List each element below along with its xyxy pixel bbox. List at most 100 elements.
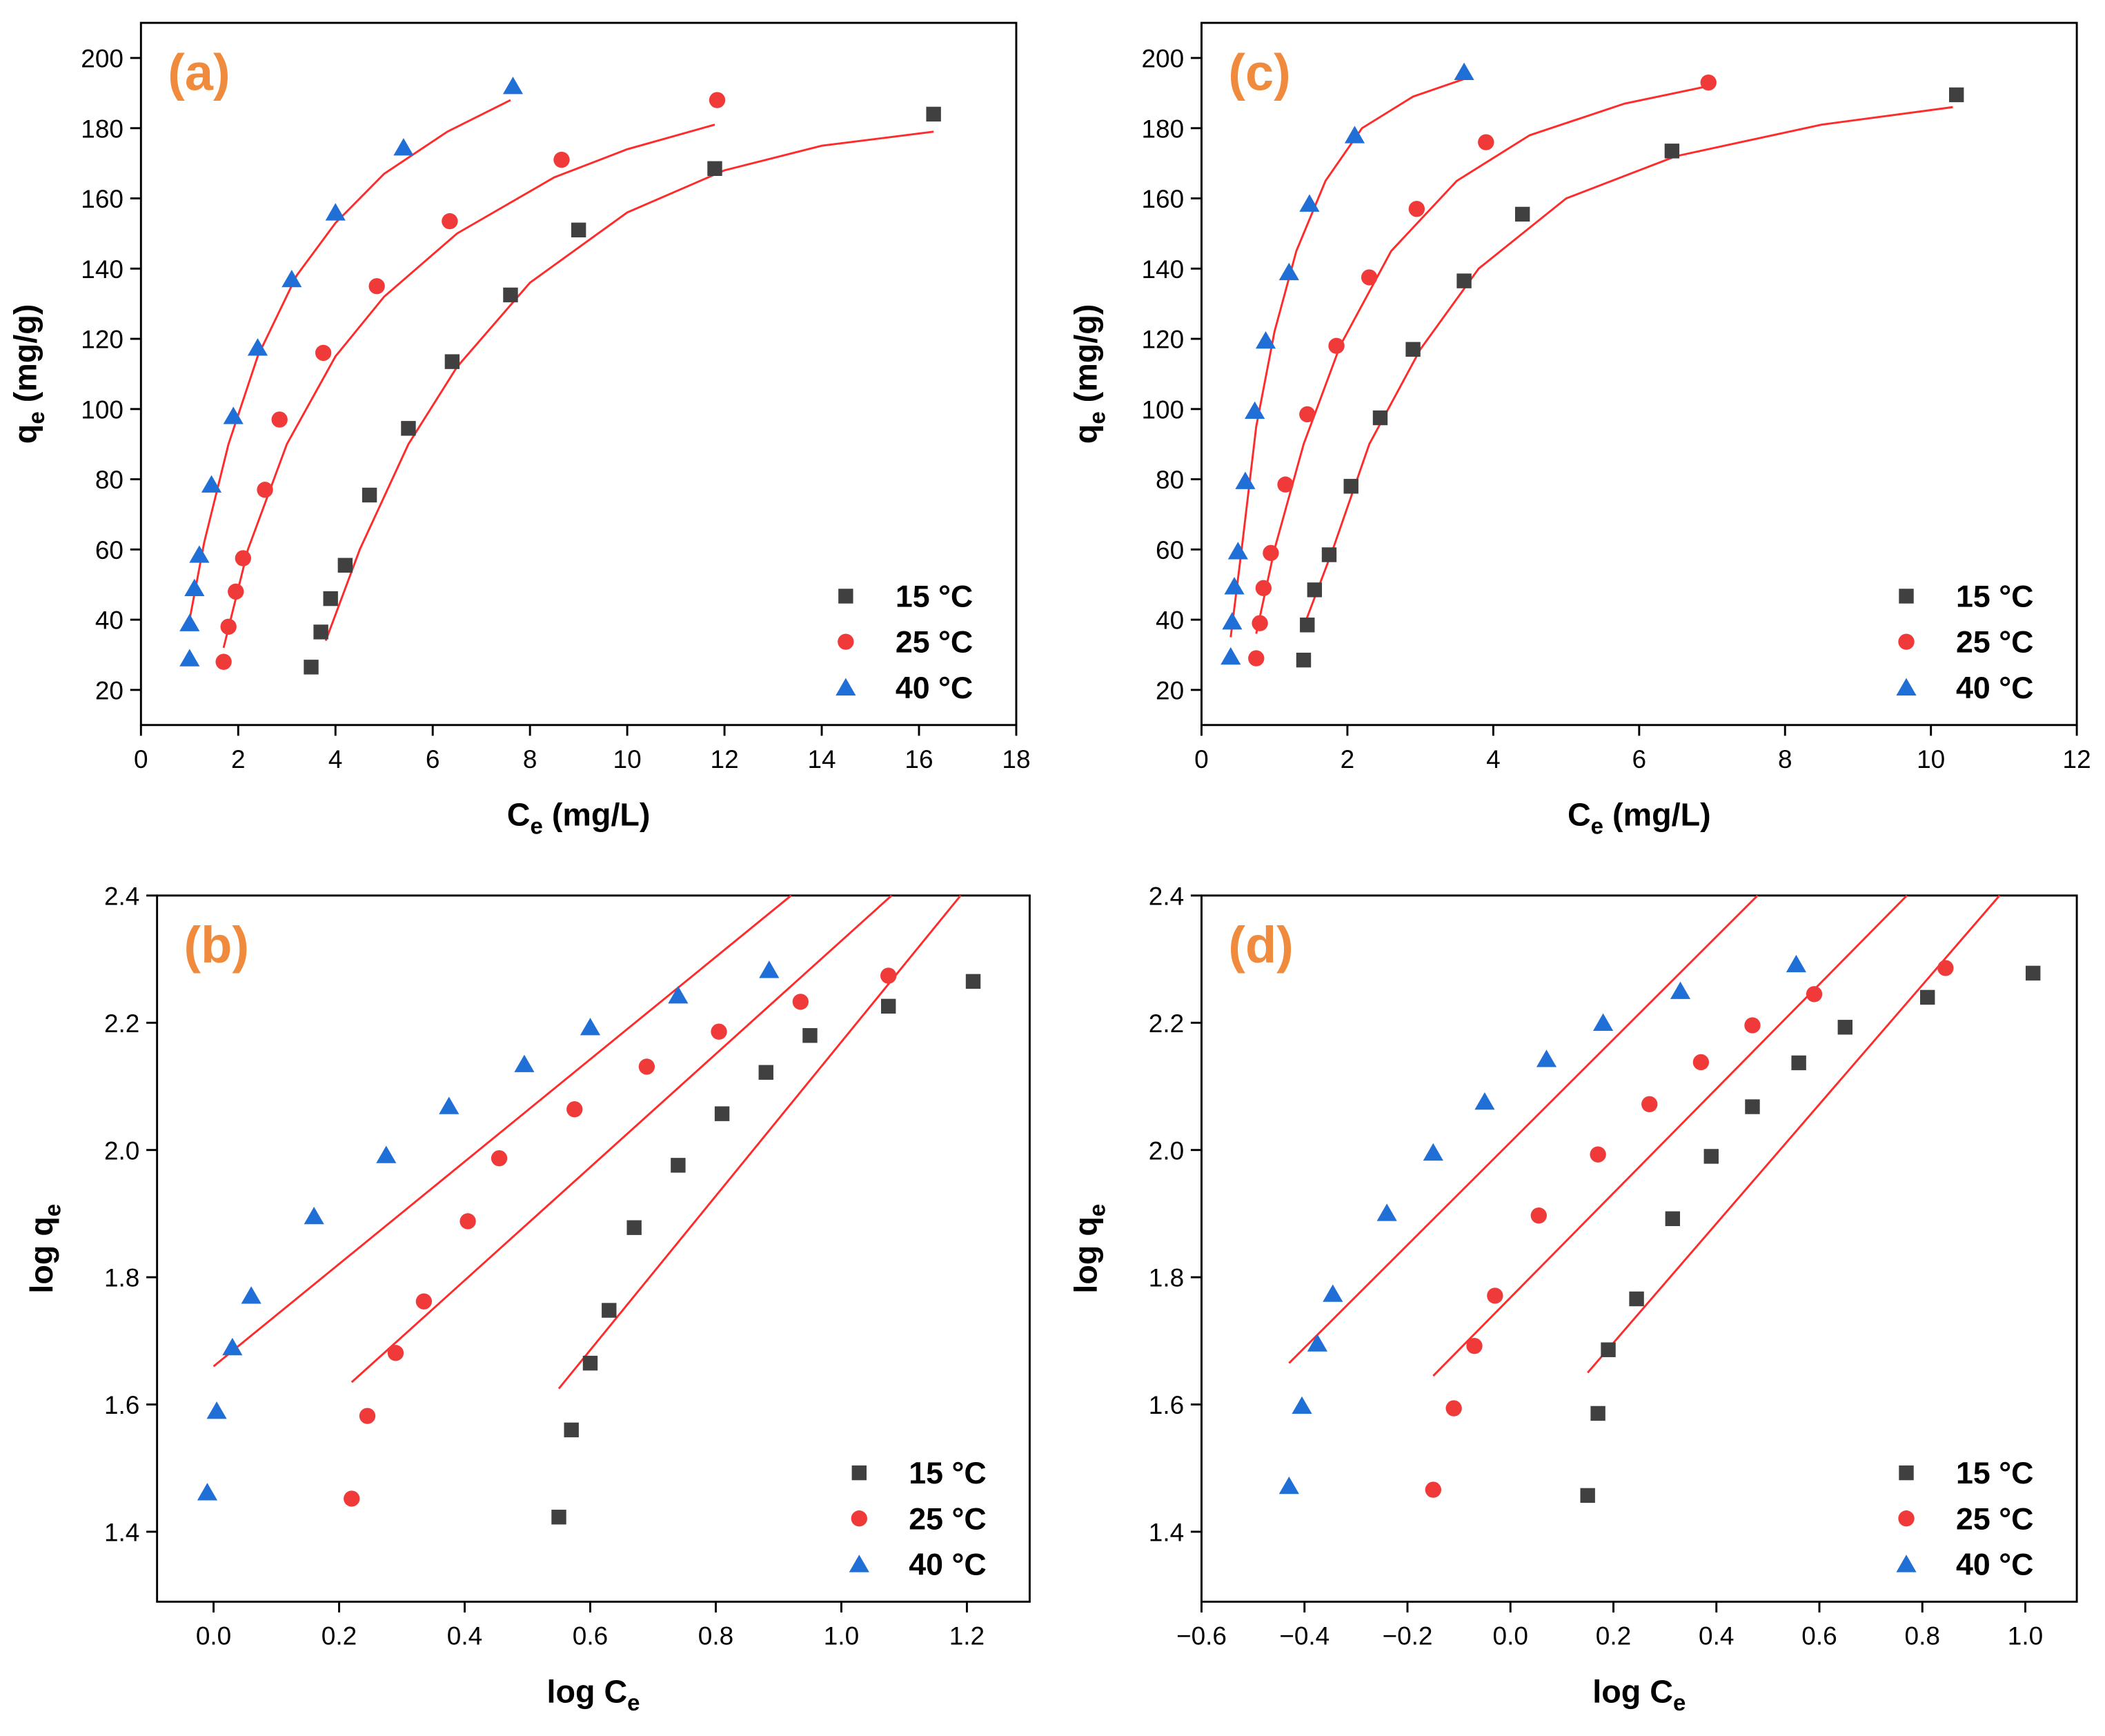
- y-tick-label: 120: [1142, 326, 1185, 354]
- marker-circle: [228, 583, 244, 600]
- x-tick-label: 0: [1194, 745, 1209, 773]
- marker-square: [714, 1106, 730, 1121]
- marker-circle: [257, 482, 273, 498]
- marker-triangle: [580, 1018, 601, 1036]
- marker-square: [1791, 1055, 1806, 1071]
- marker-triangle: [206, 1401, 227, 1419]
- marker-circle: [368, 278, 385, 295]
- x-tick-label: 1.2: [949, 1622, 985, 1650]
- marker-triangle: [1255, 331, 1276, 349]
- marker-circle: [838, 633, 854, 650]
- x-tick-label: 0.4: [447, 1622, 482, 1650]
- x-tick-label: 0.4: [1699, 1622, 1734, 1650]
- x-tick-label: 18: [1002, 745, 1030, 773]
- y-tick-label: 1.8: [1149, 1264, 1184, 1292]
- marker-square: [1372, 410, 1388, 426]
- x-tick-label: 10: [613, 745, 642, 773]
- x-tick-label: −0.6: [1176, 1622, 1227, 1650]
- x-tick-label: 1.0: [2008, 1622, 2043, 1650]
- label-main: log C: [546, 1673, 627, 1709]
- marker-square: [1601, 1342, 1616, 1357]
- x-tick-label: 6: [1632, 745, 1647, 773]
- marker-square: [1665, 1211, 1681, 1226]
- fit-line: [222, 124, 715, 649]
- y-tick-label: 120: [81, 326, 123, 354]
- marker-circle: [638, 1058, 655, 1075]
- label-sub: e: [627, 1690, 640, 1716]
- label-sub: e: [24, 411, 50, 424]
- label-sub: e: [1673, 1690, 1686, 1716]
- plot-frame: [139, 21, 1018, 727]
- panel-label: (a): [168, 43, 230, 101]
- x-tick-label: 0: [134, 745, 148, 773]
- marker-circle: [235, 550, 251, 566]
- y-tick-label: 160: [1142, 185, 1185, 213]
- marker-triangle: [304, 1206, 324, 1225]
- y-tick-label: 140: [81, 255, 123, 284]
- marker-triangle: [1896, 1555, 1917, 1572]
- fit-line: [1255, 85, 1709, 634]
- marker-square: [444, 354, 460, 369]
- label-rest: (mg/g): [8, 304, 43, 412]
- marker-circle: [1248, 650, 1265, 667]
- y-axis-label: qe (mg/g): [1068, 304, 1111, 444]
- marker-triangle: [502, 77, 524, 95]
- marker-circle: [553, 151, 570, 168]
- label-main: C: [1568, 797, 1591, 833]
- y-axis-label: log qe: [1068, 1204, 1111, 1294]
- marker-circle: [220, 618, 237, 635]
- marker-triangle: [189, 545, 210, 563]
- marker-circle: [1263, 544, 1279, 562]
- marker-square: [1307, 582, 1323, 598]
- fit-line: [188, 99, 511, 620]
- marker-square: [1321, 547, 1337, 562]
- x-tick-label: 4: [1486, 745, 1501, 773]
- x-axis-label: log Ce: [546, 1673, 640, 1716]
- marker-triangle: [1224, 577, 1245, 595]
- marker-circle: [1478, 134, 1494, 150]
- y-tick-label: 100: [1142, 395, 1185, 424]
- plot-frame: [1200, 894, 2078, 1603]
- marker-triangle: [1896, 678, 1917, 696]
- fit-line: [350, 894, 893, 1383]
- x-axis-label: Ce (mg/L): [1568, 797, 1711, 840]
- x-tick-label: 0.6: [573, 1622, 608, 1650]
- marker-circle: [491, 1150, 508, 1167]
- marker-triangle: [1786, 954, 1807, 973]
- marker-triangle: [1474, 1092, 1495, 1110]
- marker-triangle: [1423, 1143, 1443, 1161]
- marker-square: [626, 1220, 642, 1235]
- marker-circle: [1408, 201, 1425, 217]
- label-rest: (mg/L): [1603, 797, 1711, 833]
- x-tick-label: 16: [905, 745, 933, 773]
- marker-triangle: [514, 1054, 535, 1072]
- y-axis-label: log qe: [23, 1204, 66, 1294]
- fit-line: [1229, 78, 1465, 638]
- marker-square: [838, 589, 853, 604]
- label-rest: (mg/g): [1068, 304, 1104, 412]
- marker-square: [313, 624, 328, 640]
- marker-triangle: [393, 138, 414, 156]
- marker-circle: [1255, 580, 1272, 597]
- marker-square: [1899, 1465, 1914, 1481]
- x-tick-label: 2: [1341, 745, 1355, 773]
- marker-square: [1899, 589, 1914, 604]
- x-tick-label: 12: [2063, 745, 2091, 773]
- legend-label: 40 °C: [896, 671, 973, 705]
- marker-triangle: [1222, 612, 1243, 630]
- marker-circle: [709, 92, 726, 108]
- marker-square: [337, 558, 353, 573]
- x-tick-label: 0.2: [322, 1622, 357, 1650]
- y-tick-label: 2.0: [104, 1136, 139, 1165]
- y-tick-label: 80: [95, 466, 123, 494]
- marker-square: [1837, 1020, 1853, 1035]
- panel: 0 2 4 6 8 10 12 14 16 18 20 40 60 80 100 120 140 160 180 20…: [8, 21, 1031, 839]
- panel: 0 2 4 6 8 10 12 20 40 60 80 100 120 140 160 180 200 Ce (m…: [1068, 21, 2091, 840]
- marker-circle: [442, 213, 458, 230]
- marker-triangle: [1323, 1284, 1343, 1302]
- marker-circle: [271, 411, 288, 428]
- marker-triangle: [1344, 126, 1365, 144]
- marker-triangle: [1227, 542, 1248, 560]
- x-tick-label: 0.8: [1905, 1622, 1940, 1650]
